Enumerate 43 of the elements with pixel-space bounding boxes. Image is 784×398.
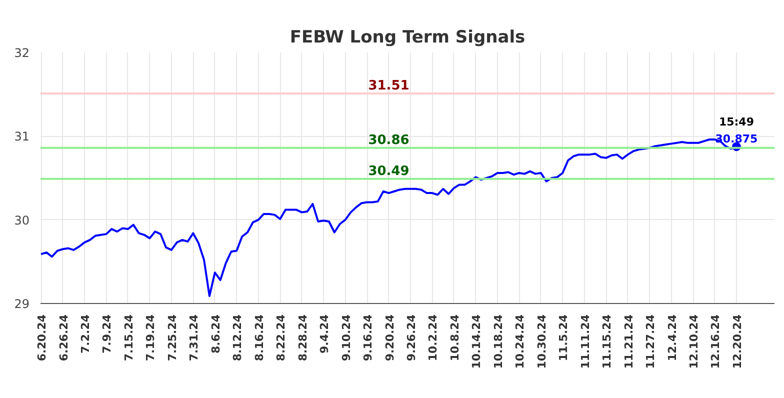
x-tick-label: 7.31.24 [188, 314, 201, 362]
x-tick-label: 10.30.24 [535, 314, 548, 369]
ref-line-label: 30.86 [368, 132, 410, 148]
chart-title: FEBW Long Term Signals [290, 28, 526, 48]
x-tick-label: 12.16.24 [709, 314, 722, 369]
y-tick-label: 29 [14, 297, 30, 311]
x-tick-label: 10.14.24 [470, 314, 484, 369]
ref-line-label: 30.49 [368, 164, 410, 179]
x-tick-label: 8.12.24 [231, 314, 244, 362]
y-tick-label: 30 [14, 213, 30, 228]
x-tick-label: 9.26.24 [404, 314, 418, 362]
annotation: 15:49 [718, 116, 754, 129]
x-tick-label: 8.22.24 [274, 314, 288, 362]
x-tick-label: 10.8.24 [448, 314, 462, 362]
x-tick-label: 9.16.24 [362, 314, 375, 362]
x-tick-label: 7.25.24 [166, 314, 179, 362]
ref-line-label: 31.51 [368, 78, 410, 94]
x-tick-label: 7.9.24 [100, 314, 114, 354]
x-tick-label: 10.2.24 [426, 314, 440, 362]
x-tick-label: 6.26.24 [57, 314, 70, 362]
y-tick-label: 31 [14, 130, 30, 144]
x-tick-label: 7.2.24 [79, 314, 92, 354]
x-tick-label: 11.21.24 [622, 314, 636, 369]
x-tick-label: 11.27.24 [644, 314, 658, 369]
y-tick-label: 32 [14, 46, 30, 60]
x-tick-label: 12.10.24 [688, 314, 701, 369]
x-tick-label: 11.15.24 [600, 314, 614, 369]
x-tick-label: 7.19.24 [144, 314, 158, 362]
x-tick-label: 9.4.24 [318, 314, 332, 354]
x-tick-label: 6.20.24 [36, 314, 49, 362]
x-tick-label: 8.16.24 [252, 314, 266, 362]
x-tick-label: 12.4.24 [666, 314, 679, 362]
x-tick-label: 8.6.24 [209, 314, 222, 354]
annotation: 30.875 [715, 132, 758, 146]
x-tick-label: 7.15.24 [122, 314, 136, 362]
x-tick-label: 12.20.24 [730, 314, 744, 369]
x-tick-label: 10.18.24 [492, 314, 505, 369]
x-tick-label: 9.10.24 [340, 314, 353, 362]
x-tick-label: 10.24.24 [514, 314, 527, 369]
x-tick-label: 9.20.24 [383, 314, 396, 362]
x-tick-label: 11.11.24 [578, 314, 592, 369]
x-tick-label: 11.5.24 [557, 314, 570, 362]
x-tick-label: 8.28.24 [296, 314, 310, 362]
